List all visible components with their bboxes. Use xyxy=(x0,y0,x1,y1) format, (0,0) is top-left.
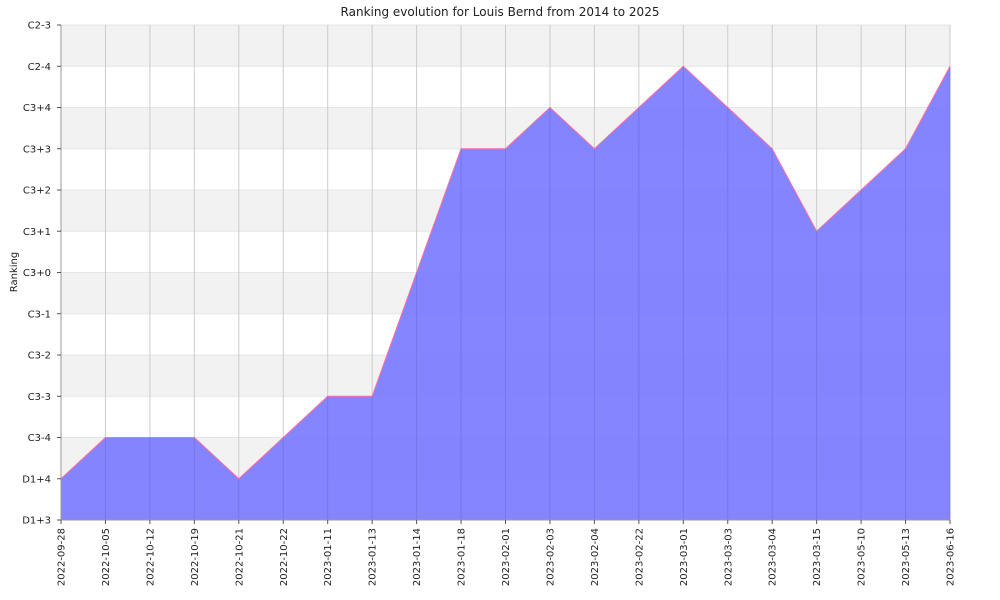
y-tick-label: C3+2 xyxy=(23,186,51,197)
x-tick-label: 2023-02-03 xyxy=(545,528,556,586)
y-tick-label: C3-1 xyxy=(28,309,51,320)
y-tick-label: C3-3 xyxy=(28,392,51,403)
x-tick-label: 2023-06-16 xyxy=(946,528,957,586)
x-tick-label: 2023-03-01 xyxy=(679,528,690,586)
x-tick-label: 2022-10-05 xyxy=(101,528,112,586)
y-tick-label: C2-4 xyxy=(28,62,51,73)
y-tick-label: C3-4 xyxy=(28,433,51,444)
x-tick-label: 2022-10-19 xyxy=(190,528,201,586)
x-tick-label: 2023-03-15 xyxy=(812,528,823,586)
x-tick-label: 2023-05-10 xyxy=(857,528,868,586)
y-tick-labels: D1+3 D1+4 C3-4 C3-3 C3-2 C3-1 C3+0 C3+1 C3+2 C3+3… xyxy=(22,21,61,527)
x-tick-label: 2023-02-04 xyxy=(590,528,601,586)
x-tick-label: 2023-02-01 xyxy=(501,528,512,586)
x-tick-label: 2023-03-03 xyxy=(723,528,734,586)
y-axis-label: Ranking xyxy=(9,252,20,292)
x-tick-label: 2023-01-13 xyxy=(368,528,379,586)
x-tick-label: 2023-05-13 xyxy=(901,528,912,586)
y-tick-label: C3+4 xyxy=(23,103,51,114)
x-tick-label: 2023-02-22 xyxy=(634,528,645,586)
chart-title: Ranking evolution for Louis Bernd from 2… xyxy=(341,5,660,19)
y-tick-label: C3+3 xyxy=(23,144,51,155)
y-tick-label: D1+4 xyxy=(22,474,51,485)
y-tick-label: C3-2 xyxy=(28,351,51,362)
x-tick-label: 2022-10-22 xyxy=(279,528,290,586)
x-tick-label: 2022-09-28 xyxy=(57,528,68,586)
x-tick-label: 2023-01-11 xyxy=(323,528,334,586)
x-tick-label: 2022-10-12 xyxy=(145,528,156,586)
x-tick-labels: 2022-09-28 2022-10-05 2022-10-12 2022-10-19… xyxy=(57,520,957,586)
x-tick-label: 2023-03-04 xyxy=(768,528,779,586)
y-tick-label: C2-3 xyxy=(28,21,51,32)
y-tick-label: D1+3 xyxy=(22,516,51,527)
series-group xyxy=(60,25,951,521)
x-tick-label: 2023-01-18 xyxy=(457,528,468,586)
x-tick-label: 2023-01-14 xyxy=(412,528,423,586)
y-tick-label: C3+1 xyxy=(23,227,51,238)
y-tick-label: C3+0 xyxy=(23,268,51,279)
x-tick-label: 2022-10-21 xyxy=(234,528,245,586)
